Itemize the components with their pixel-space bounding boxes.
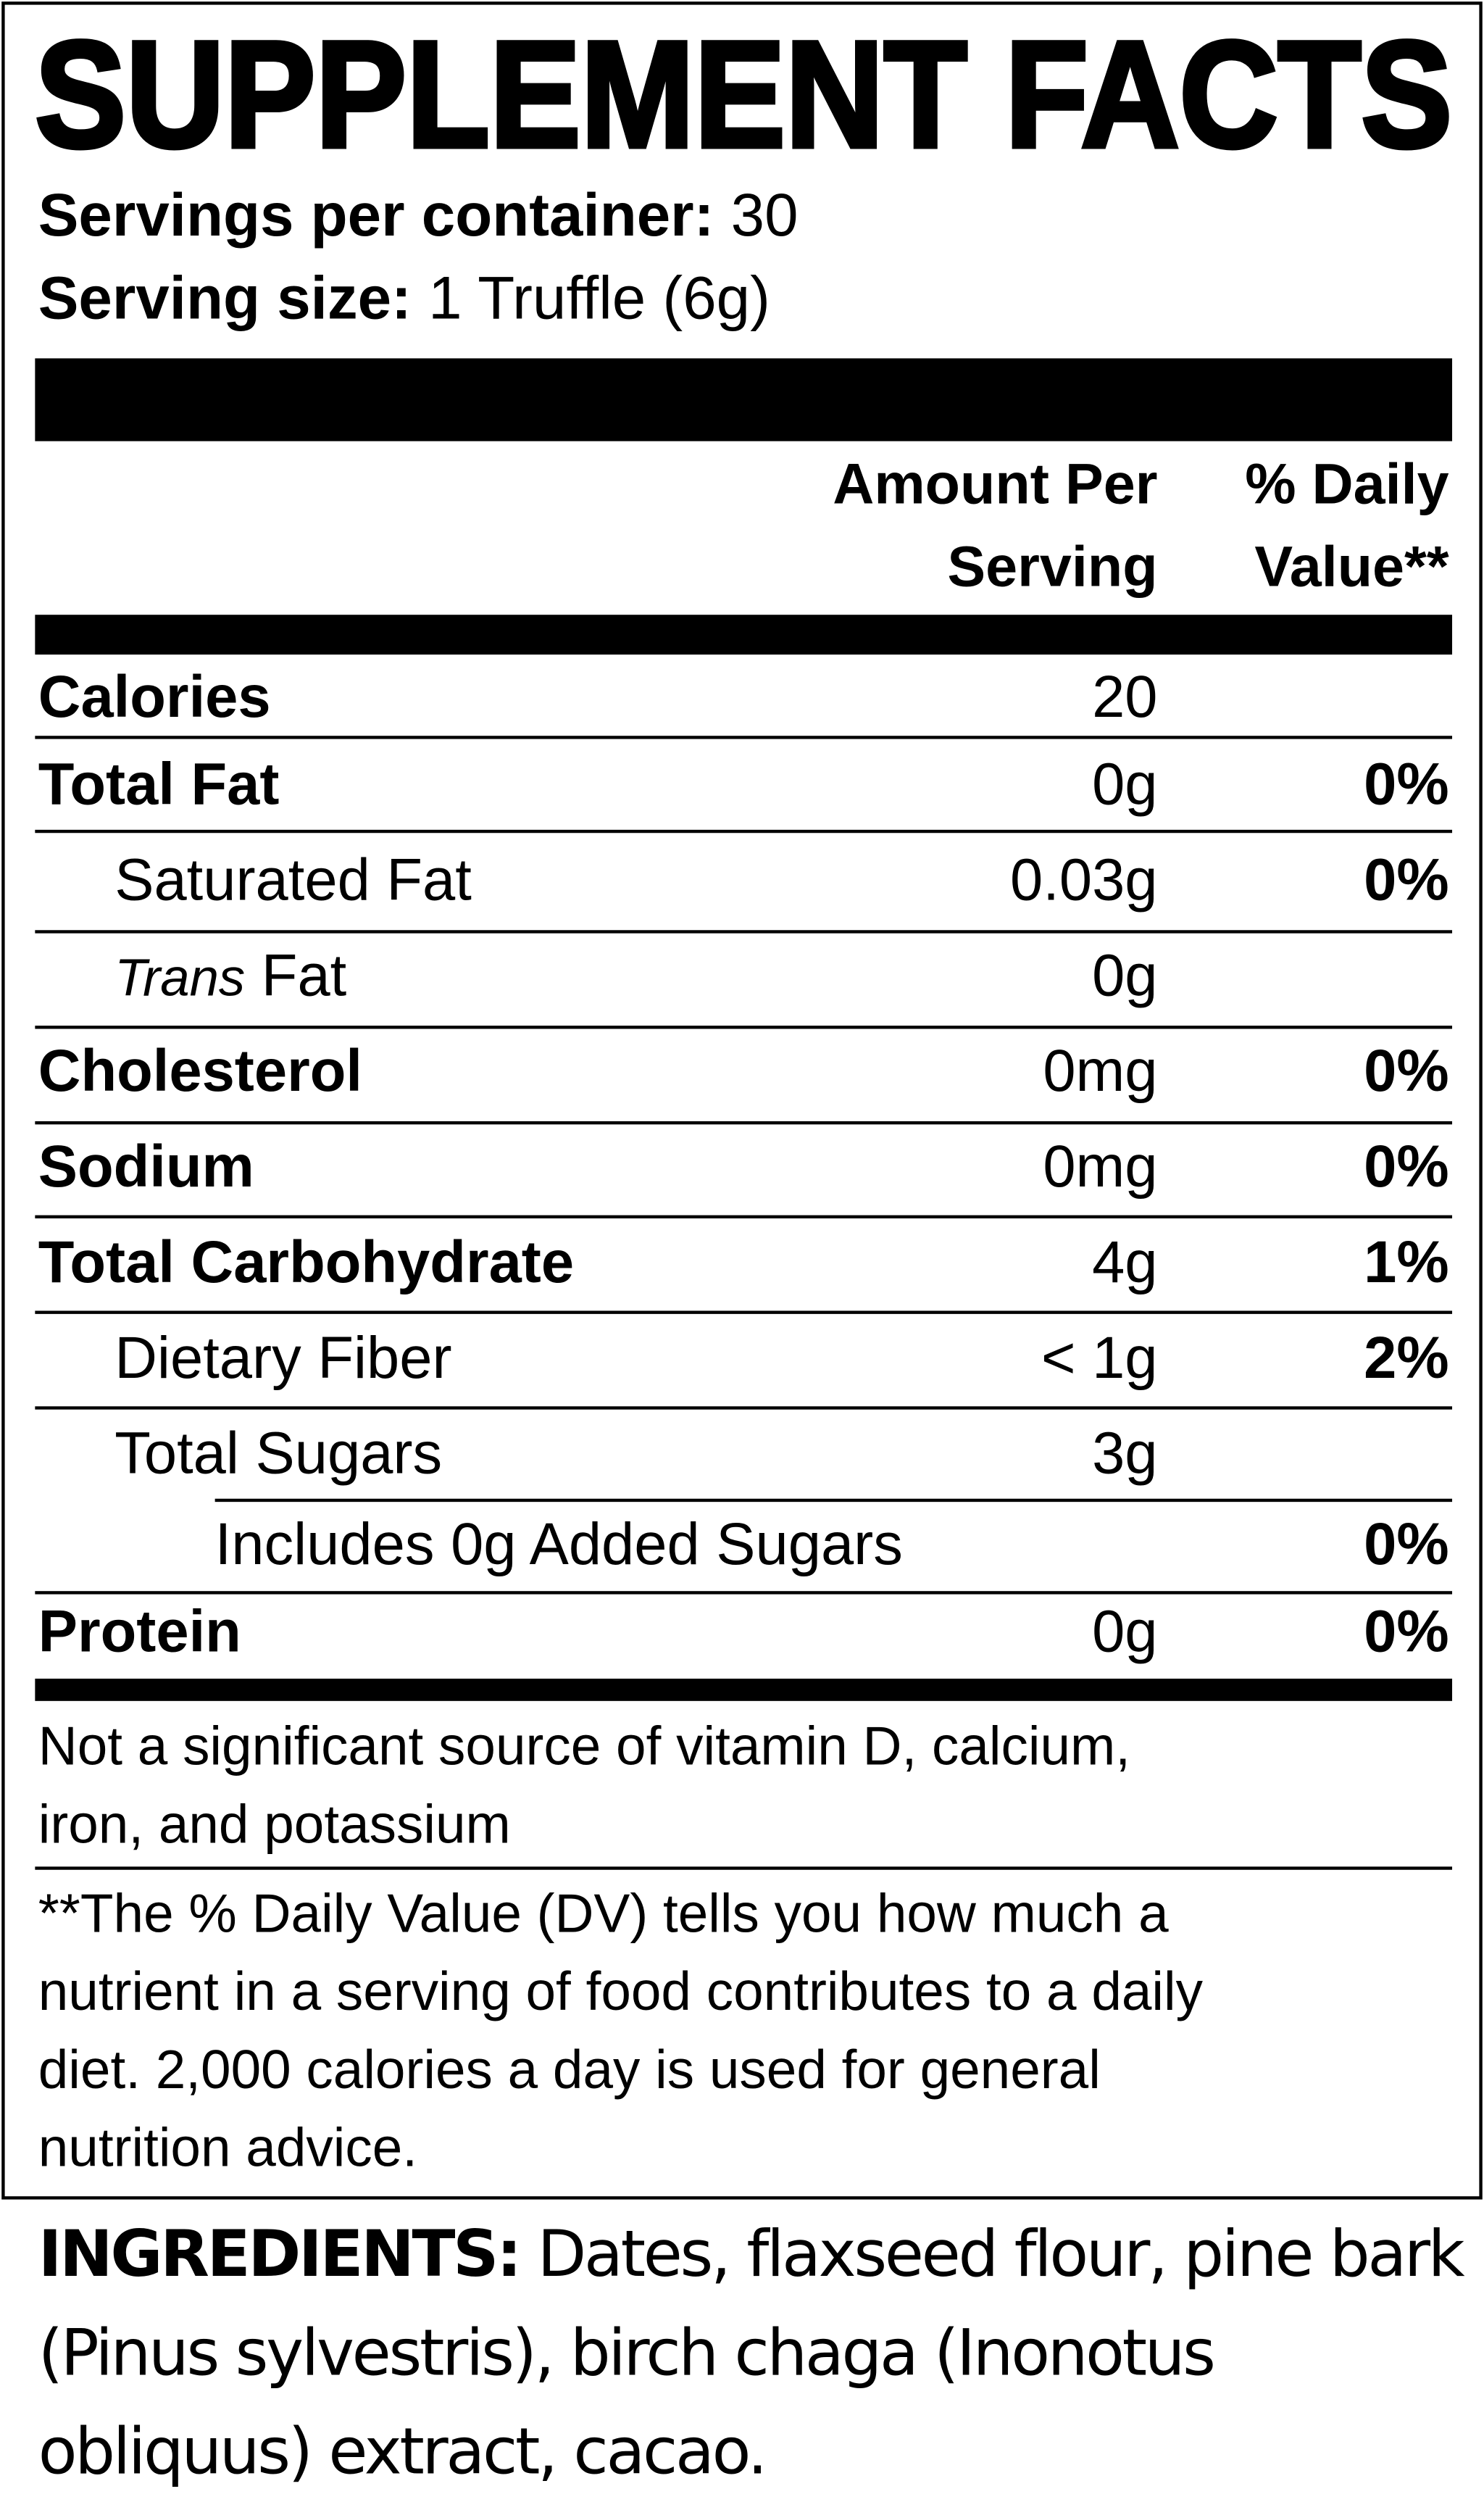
nutrient-amount: 0mg xyxy=(1043,1038,1158,1104)
row-divider xyxy=(35,736,1453,739)
row-divider xyxy=(35,1026,1453,1029)
thick-divider xyxy=(35,1679,1453,1701)
title-svg: SUPPLEMENT FACTS xyxy=(33,29,1454,157)
trans-fat-label: Fat xyxy=(261,942,347,1008)
header-line: Serving xyxy=(947,533,1158,599)
ingredients-label: INGREDIENTS: xyxy=(38,2218,522,2293)
note-line: nutrition advice. xyxy=(38,2118,418,2179)
nutrient-amount: 3g xyxy=(1092,1421,1158,1487)
nutrient-dv: 0% xyxy=(1364,847,1449,913)
facts-panel-border xyxy=(1,1,1483,2200)
nutrient-label: Sodium xyxy=(38,1134,254,1200)
daily-value-header: % Daily Value** xyxy=(1245,443,1448,609)
note-line: Not a significant source of vitamin D, c… xyxy=(38,1716,1131,1778)
note-line: iron, and potassium xyxy=(38,1795,511,1855)
nutrient-amount: 0mg xyxy=(1043,1134,1158,1200)
servings-value: 30 xyxy=(730,183,799,250)
nutrient-label: Protein xyxy=(38,1599,241,1665)
nutrient-dv: 0% xyxy=(1364,1599,1449,1665)
serving-size: Serving size: 1 Truffle (6g) xyxy=(38,261,770,337)
note-line: **The % Daily Value (DV) tells you how m… xyxy=(38,1884,1169,1945)
serving-size-label: Serving size: xyxy=(38,265,412,333)
nutrient-row: Calories 20 xyxy=(0,658,1484,738)
trans-italic: Trans xyxy=(114,947,246,1007)
nutrient-row: Total Fat 0g 0% xyxy=(0,745,1484,825)
nutrient-amount: 4g xyxy=(1092,1229,1158,1295)
nutrient-row: Saturated Fat 0.03g 0% xyxy=(0,841,1484,920)
note-line: diet. 2,000 calories a day is used for g… xyxy=(38,2040,1101,2101)
nutrient-row: Total Sugars 3g xyxy=(0,1414,1484,1494)
servings-per-container: Servings per container: 30 xyxy=(38,178,799,254)
ingredients-text: Dates, flaxseed flour, pine bark (Pinus … xyxy=(38,2218,1465,2490)
nutrient-row: Includes 0g Added Sugars 0% xyxy=(0,1505,1484,1585)
thick-divider xyxy=(35,358,1453,441)
nutrient-row: Cholesterol 0mg 0% xyxy=(0,1032,1484,1112)
row-divider xyxy=(214,1498,1453,1503)
nutrient-label: Cholesterol xyxy=(38,1038,363,1104)
nutrient-label: Trans Fat xyxy=(114,936,346,1018)
nutrient-label: Total Sugars xyxy=(114,1421,443,1487)
nutrient-amount: 0g xyxy=(1092,752,1158,818)
nutrient-row: Trans Fat 0g xyxy=(0,936,1484,1016)
nutrient-amount: 0g xyxy=(1092,942,1158,1008)
header-line: Value** xyxy=(1254,533,1449,599)
nutrient-amount: 0.03g xyxy=(1010,847,1158,913)
title: SUPPLEMENT FACTS xyxy=(35,29,1452,157)
nutrient-dv: 0% xyxy=(1364,1134,1449,1200)
nutrient-label: Total Fat xyxy=(38,752,280,818)
nutrient-row: Total Carbohydrate 4g 1% xyxy=(0,1223,1484,1303)
serving-size-value: 1 Truffle (6g) xyxy=(428,265,770,333)
nutrient-label: Total Carbohydrate xyxy=(38,1229,575,1295)
nutrient-amount: < 1g xyxy=(1041,1325,1158,1391)
header-line: % Daily xyxy=(1245,450,1449,516)
nutrient-amount: 0g xyxy=(1092,1599,1158,1665)
note-line: nutrient in a serving of food contribute… xyxy=(38,1962,1203,2023)
amount-per-serving-header: Amount Per Serving xyxy=(833,443,1157,609)
nutrient-dv: 1% xyxy=(1364,1229,1449,1295)
row-divider xyxy=(35,1591,1453,1595)
nutrient-row: Sodium 0mg 0% xyxy=(0,1128,1484,1208)
nutrient-label: Includes 0g Added Sugars xyxy=(214,1511,903,1577)
row-divider xyxy=(35,829,1453,834)
nutrient-dv: 0% xyxy=(1364,1511,1449,1577)
nutrient-dv: 0% xyxy=(1364,752,1449,818)
row-divider xyxy=(35,1866,1453,1870)
nutrient-dv: 0% xyxy=(1364,1038,1449,1104)
row-divider xyxy=(35,1215,1453,1219)
nutrient-row: Dietary Fiber < 1g 2% xyxy=(0,1318,1484,1398)
nutrient-amount: 20 xyxy=(1092,664,1158,730)
thick-divider xyxy=(35,615,1453,655)
daily-value-footnote: **The % Daily Value (DV) tells you how m… xyxy=(38,1876,1456,2189)
header-line: Amount Per xyxy=(833,450,1158,516)
servings-label: Servings per container: xyxy=(38,183,714,250)
nutrient-label: Saturated Fat xyxy=(114,847,472,913)
ingredients: INGREDIENTS: Dates, flaxseed flour, pine… xyxy=(38,2206,1465,2502)
row-divider xyxy=(35,1406,1453,1410)
nutrient-label: Dietary Fiber xyxy=(114,1325,452,1391)
nutrient-label: Calories xyxy=(38,664,271,730)
nutrient-dv: 2% xyxy=(1364,1325,1449,1391)
row-divider xyxy=(35,1310,1453,1314)
not-significant-note: Not a significant source of vitamin D, c… xyxy=(38,1709,1456,1865)
nutrient-row: Protein 0g 0% xyxy=(0,1592,1484,1672)
row-divider xyxy=(35,1121,1453,1125)
row-divider xyxy=(35,930,1453,934)
